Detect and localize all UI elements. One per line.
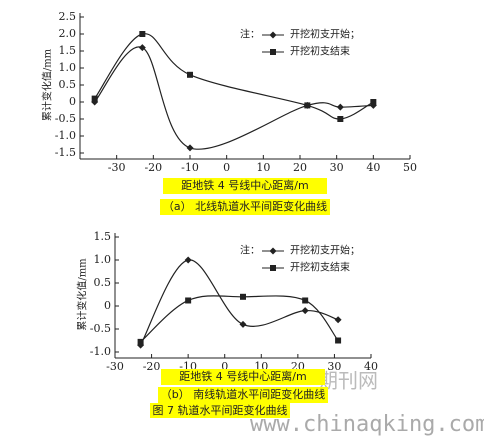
data-point <box>139 31 146 37</box>
caption-highlight <box>158 387 328 403</box>
x-tick-label: 50 <box>403 161 417 174</box>
data-point <box>302 297 309 304</box>
x-tick-label: 20 <box>293 161 307 174</box>
x-tick-label: 0 <box>221 360 228 373</box>
x-tick-label: 10 <box>256 161 270 174</box>
data-point <box>335 337 342 344</box>
figure-caption: 图 7 轨道水平间距变化曲线 <box>153 403 288 417</box>
x-tick-label: -20 <box>144 161 162 174</box>
legend-label: 开挖初支结束 <box>290 45 350 58</box>
data-point <box>184 256 192 264</box>
xlabel-highlight <box>161 369 325 385</box>
y-axis-label: 累计变化值/mm <box>76 258 89 331</box>
legend-note: 注： <box>240 28 260 41</box>
data-point <box>239 320 247 328</box>
data-point <box>138 44 146 52</box>
x-tick-label: -20 <box>143 360 161 373</box>
y-tick-label: 0.5 <box>94 276 112 289</box>
data-point <box>187 71 193 78</box>
chart-caption: （a） 北线轨道水平间距变化曲线 <box>163 199 327 213</box>
x-tick-label: -30 <box>106 360 124 373</box>
y-tick-label: 1.5 <box>94 230 112 243</box>
caption-highlight <box>150 403 290 418</box>
y-tick-label: 1.5 <box>59 44 77 57</box>
xlabel-highlight <box>163 178 327 194</box>
x-tick-label: 40 <box>364 360 378 373</box>
series-line <box>140 259 339 346</box>
data-point <box>370 99 377 105</box>
data-point <box>301 307 309 315</box>
data-point <box>185 297 192 304</box>
y-tick-label: -0.5 <box>90 322 111 335</box>
watermark-url: www.chinaqking.com <box>250 412 484 437</box>
x-tick-label: 0 <box>223 161 230 174</box>
y-tick-label: 0.5 <box>59 78 77 91</box>
x-tick-label: -10 <box>181 161 199 174</box>
x-tick-label: 40 <box>366 161 380 174</box>
legend-marker <box>270 49 276 55</box>
legend-label: 开挖初支结束 <box>290 261 350 274</box>
y-tick-label: 0 <box>69 95 76 108</box>
y-axis-label: 累计变化值/mm <box>41 48 54 121</box>
y-tick-label: 1.0 <box>94 253 112 266</box>
y-tick-label: -1.0 <box>55 129 76 142</box>
legend-marker <box>270 265 276 271</box>
data-point <box>186 144 194 152</box>
caption-highlight <box>160 199 330 215</box>
x-tick-label: -30 <box>108 161 126 174</box>
y-tick-label: -1.0 <box>90 345 111 358</box>
x-axis-label: 距地铁 4 号线中心距离/m <box>179 369 306 383</box>
data-point <box>137 338 144 345</box>
legend-marker <box>269 247 277 255</box>
y-tick-label: 2.0 <box>59 27 77 40</box>
legend-label: 开挖初支开始； <box>290 244 360 257</box>
y-tick-label: 1.0 <box>59 61 77 74</box>
legend-label: 开挖初支开始； <box>290 28 360 41</box>
data-point <box>240 293 246 300</box>
y-tick-label: 2.5 <box>59 10 77 23</box>
data-point <box>304 102 311 109</box>
legend-note: 注： <box>240 244 260 257</box>
data-point <box>91 95 98 102</box>
data-point <box>334 316 342 324</box>
y-tick-label: -1.5 <box>55 146 76 159</box>
x-axis-label: 距地铁 4 号线中心距离/m <box>181 178 308 192</box>
x-tick-label: 30 <box>327 360 341 373</box>
data-point <box>336 103 344 111</box>
y-tick-label: 0 <box>104 299 111 312</box>
legend-marker <box>269 31 277 39</box>
chart-caption: （b） 南线轨道水平间距变化曲线 <box>161 387 325 401</box>
y-tick-label: -0.5 <box>55 112 76 125</box>
x-tick-label: 30 <box>330 161 344 174</box>
data-point <box>337 116 344 122</box>
